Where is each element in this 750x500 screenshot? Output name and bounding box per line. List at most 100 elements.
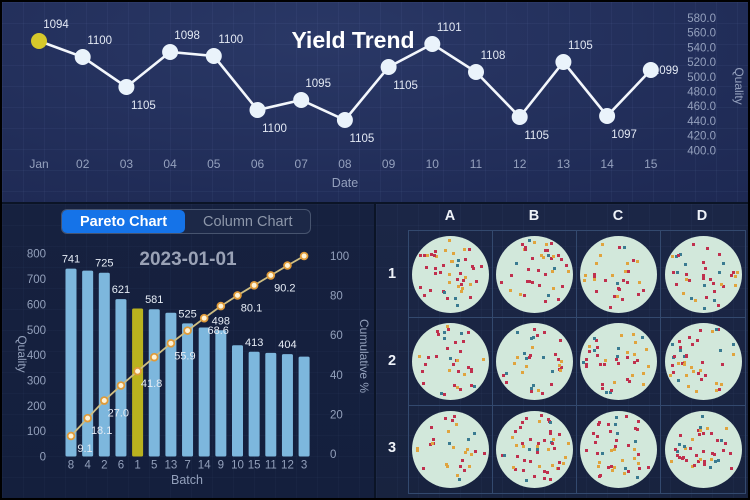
- trend-point[interactable]: [599, 108, 616, 124]
- cumulative-point[interactable]: [166, 339, 176, 348]
- trend-point-label: 1099: [653, 65, 679, 77]
- wafer-cell-C1[interactable]: [577, 231, 661, 319]
- trend-point[interactable]: [162, 44, 179, 60]
- pareto-bar[interactable]: [132, 308, 144, 457]
- trend-point[interactable]: [380, 59, 397, 75]
- cumulative-point[interactable]: [100, 396, 109, 405]
- wafer-C3[interactable]: [580, 410, 657, 488]
- defect-dot: [419, 254, 423, 258]
- trend-point[interactable]: [555, 54, 572, 70]
- pareto-bar-label: 725: [95, 258, 113, 270]
- cumulative-point[interactable]: [66, 431, 76, 441]
- wafer-cell-B2[interactable]: [493, 318, 577, 406]
- defect-dot: [434, 249, 438, 253]
- defect-dot: [732, 353, 736, 357]
- wafer-A3[interactable]: [412, 410, 489, 488]
- cumulative-point[interactable]: [133, 366, 142, 376]
- defect-dot: [471, 265, 475, 269]
- pareto-left-tick: 200: [27, 401, 46, 413]
- wafer-D1[interactable]: [664, 235, 742, 313]
- defect-dot: [674, 447, 677, 451]
- cumulative-point[interactable]: [199, 313, 209, 323]
- tab-column-chart[interactable]: Column Chart: [203, 213, 293, 230]
- wafer-A1[interactable]: [412, 235, 489, 313]
- wafer-cell-A2[interactable]: [409, 318, 493, 406]
- cumulative-point[interactable]: [183, 326, 192, 335]
- pareto-bar[interactable]: [265, 352, 277, 457]
- pareto-bar[interactable]: [198, 327, 210, 457]
- wafer-B1[interactable]: [496, 235, 573, 313]
- trend-point[interactable]: [205, 48, 222, 64]
- cumulative-point[interactable]: [116, 381, 126, 390]
- tab-pareto-chart[interactable]: Pareto Chart: [62, 210, 186, 233]
- cumulative-point[interactable]: [283, 261, 292, 270]
- trend-point[interactable]: [74, 49, 91, 65]
- cumulative-point[interactable]: [216, 301, 226, 311]
- wafer-B2[interactable]: [496, 322, 573, 400]
- defect-dot: [603, 278, 607, 282]
- pareto-bar[interactable]: [232, 345, 243, 457]
- defect-dot: [622, 471, 626, 475]
- pareto-bar[interactable]: [165, 312, 177, 457]
- wafer-cell-D3[interactable]: [661, 406, 745, 493]
- wafer-cell-A1[interactable]: [409, 231, 493, 319]
- wafer-row-header: 2: [387, 352, 397, 369]
- pareto-bar[interactable]: [148, 309, 160, 457]
- defect-dot: [429, 289, 432, 293]
- pareto-bar[interactable]: [248, 351, 260, 457]
- wafer-cell-C3[interactable]: [577, 405, 661, 493]
- pareto-bar[interactable]: [182, 323, 194, 457]
- wafer-cell-B1[interactable]: [493, 231, 577, 319]
- defect-dot: [677, 443, 681, 447]
- trend-point[interactable]: [293, 92, 310, 108]
- pareto-bar[interactable]: [65, 268, 77, 457]
- wafer-cell-B3[interactable]: [493, 405, 577, 493]
- trend-point[interactable]: [511, 109, 528, 125]
- trend-point[interactable]: [468, 64, 484, 80]
- wafer-D2[interactable]: [664, 322, 742, 400]
- cumulative-point[interactable]: [83, 413, 92, 423]
- defect-dot: [637, 461, 641, 465]
- wafer-B3[interactable]: [496, 410, 573, 488]
- trend-point[interactable]: [336, 112, 353, 128]
- wafer-D3[interactable]: [664, 410, 742, 488]
- defect-dot: [446, 465, 450, 469]
- wafer-A2[interactable]: [412, 322, 489, 400]
- wafer-C1[interactable]: [580, 235, 657, 313]
- defect-dot: [678, 345, 682, 349]
- trend-point[interactable]: [249, 102, 266, 118]
- trend-point[interactable]: [424, 36, 441, 52]
- defect-dot: [677, 340, 681, 344]
- trend-point[interactable]: [31, 33, 47, 49]
- pareto-x-tick: 11: [265, 460, 277, 472]
- wafer-C2[interactable]: [580, 322, 657, 400]
- defect-dot: [472, 385, 476, 389]
- pareto-bar[interactable]: [298, 356, 310, 457]
- defect-dot: [443, 337, 446, 341]
- defect-dot: [443, 393, 447, 397]
- pareto-bar[interactable]: [115, 299, 127, 457]
- pareto-bar[interactable]: [98, 272, 110, 457]
- defect-dot: [597, 421, 601, 425]
- defect-dot: [612, 448, 616, 452]
- pareto-bar[interactable]: [82, 270, 94, 457]
- trend-point[interactable]: [118, 79, 135, 95]
- wafer-cell-D2[interactable]: [661, 318, 745, 406]
- yield-trend-chart: Yield Trend 580.0 560.0 540.0 520.0 500.0 480.…: [29, 13, 746, 190]
- wafer-cell-A3[interactable]: [409, 405, 493, 493]
- trend-point[interactable]: [642, 62, 659, 78]
- cumulative-point[interactable]: [149, 352, 159, 362]
- cumulative-point[interactable]: [266, 271, 276, 280]
- cumulative-point[interactable]: [299, 251, 309, 261]
- pareto-right-tick: 100: [330, 251, 349, 263]
- defect-dot: [678, 455, 682, 459]
- defect-dot: [628, 379, 632, 383]
- cumulative-point[interactable]: [233, 291, 242, 300]
- pareto-bar[interactable]: [281, 354, 293, 457]
- wafer-cell-C2[interactable]: [577, 318, 661, 406]
- defect-dot: [717, 328, 721, 332]
- pareto-bar[interactable]: [215, 330, 227, 457]
- cumulative-point[interactable]: [249, 281, 259, 290]
- defect-dot: [722, 284, 725, 288]
- wafer-cell-D1[interactable]: [661, 231, 745, 319]
